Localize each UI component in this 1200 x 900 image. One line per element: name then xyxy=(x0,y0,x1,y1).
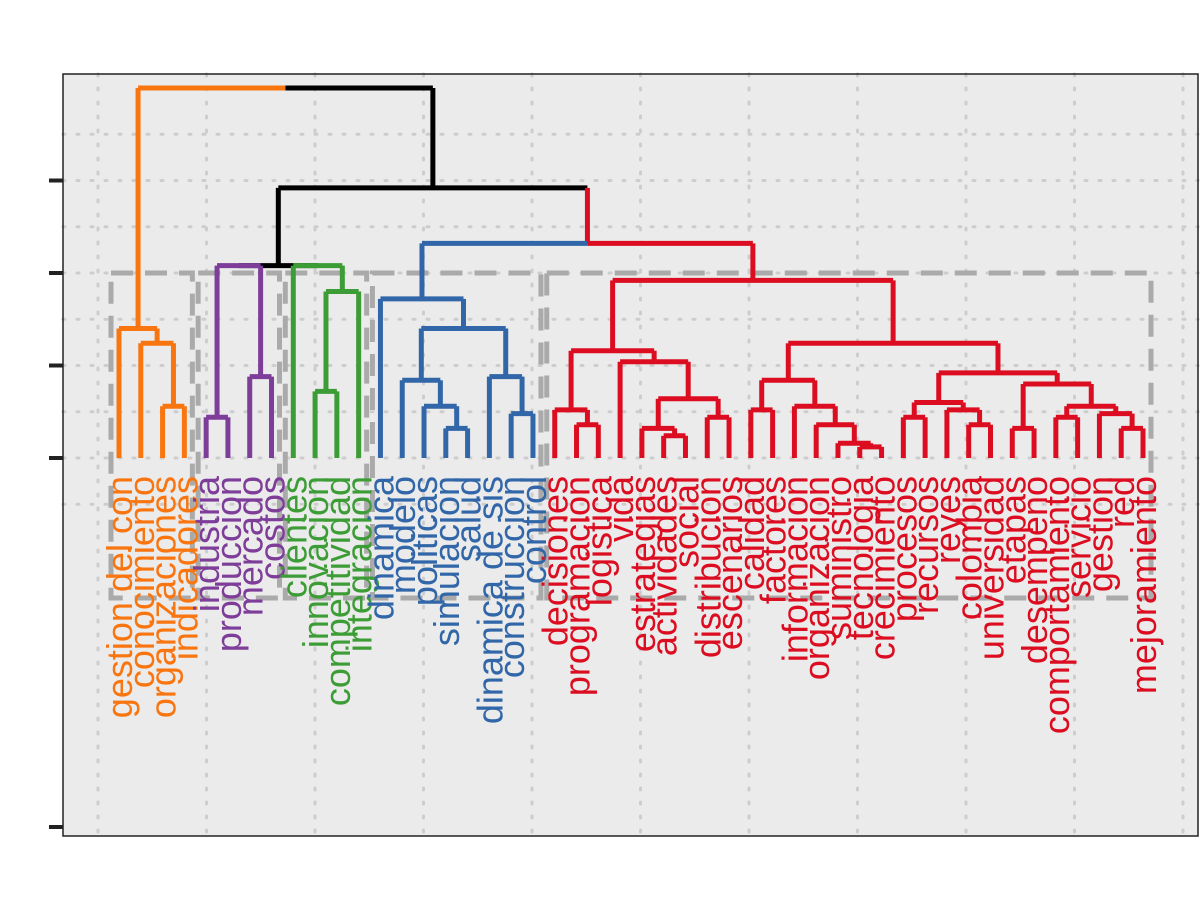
leaf-label: gestion del con xyxy=(99,476,140,718)
leaf-label: conocimiento xyxy=(121,476,162,688)
leaf-label: distribucion xyxy=(687,476,728,658)
leaf-label: innovacion xyxy=(295,476,336,648)
leaf-label: clientes xyxy=(273,476,314,598)
leaf-label: decisiones xyxy=(535,476,576,646)
cluster-rect-cluster-5 xyxy=(544,270,1154,601)
cluster-rect-cluster-4 xyxy=(369,270,544,601)
leaf-label: modelo xyxy=(382,476,423,594)
leaf-label: procesos xyxy=(883,476,924,622)
leaf-label: control xyxy=(513,476,554,584)
leaf-label: etapas xyxy=(992,476,1033,584)
leaf-label: costos xyxy=(252,476,293,580)
leaf-label: mercado xyxy=(230,476,271,616)
leaf-label: vida xyxy=(600,475,641,542)
y-axis-ticks xyxy=(49,178,63,829)
leaf-label: programacion xyxy=(557,476,598,696)
plot-border xyxy=(62,73,1199,837)
leaf-label: universidad xyxy=(970,476,1011,660)
leaf-label: escenarios xyxy=(709,476,750,650)
cluster-rect-cluster-1 xyxy=(108,270,195,601)
leaf-label: produccion xyxy=(208,476,249,652)
leaf-label: integracion xyxy=(339,476,380,652)
leaf-label: indicadores xyxy=(164,476,205,660)
leaf-label: gestion xyxy=(1079,476,1120,592)
leaf-label: organizacion xyxy=(796,476,837,680)
leaf-label: dinamica de sis xyxy=(469,476,510,724)
leaf-label: dinamica xyxy=(360,475,401,620)
leaf-label: servicio xyxy=(1058,476,1099,598)
leaf-label: reyes xyxy=(927,476,968,564)
leaf-labels: gestion del conconocimientoorganizacione… xyxy=(99,475,1164,734)
leaf-label: crecimiento xyxy=(862,476,903,660)
leaf-label: simulacion xyxy=(426,476,467,646)
leaf-label: logistica xyxy=(578,475,619,606)
leaf-label: construccion xyxy=(491,476,532,678)
plot-panel xyxy=(63,74,1198,836)
leaf-label: factores xyxy=(753,476,794,604)
leaf-label: competitividad xyxy=(317,476,358,706)
leaf-label: red xyxy=(1101,476,1142,528)
leaf-label: suministro xyxy=(818,476,859,640)
leaf-label: mejoramiento xyxy=(1123,476,1164,694)
leaf-label: desempeno xyxy=(1014,476,1055,664)
leaf-label: comportamiento xyxy=(1036,476,1077,734)
leaf-label: organizaciones xyxy=(143,476,184,718)
cluster-rect-cluster-3 xyxy=(282,270,370,601)
leaf-label: salud xyxy=(448,476,489,562)
leaf-label: informacion xyxy=(774,476,815,662)
leaf-label: colombia xyxy=(949,475,990,620)
leaf-label: industria xyxy=(186,475,227,612)
leaf-label: estrategias xyxy=(622,476,663,652)
leaf-label: actividades xyxy=(644,476,685,656)
leaf-label: tecnologia xyxy=(840,475,881,640)
dendrogram-branches xyxy=(116,85,1146,458)
leaf-label: politicas xyxy=(404,476,445,606)
leaf-label: social xyxy=(665,476,706,568)
leaf-label: calidad xyxy=(731,476,772,590)
leaf-label: recursos xyxy=(905,476,946,614)
cluster-rect-cluster-2 xyxy=(195,270,283,601)
cluster-rects xyxy=(108,270,1154,601)
